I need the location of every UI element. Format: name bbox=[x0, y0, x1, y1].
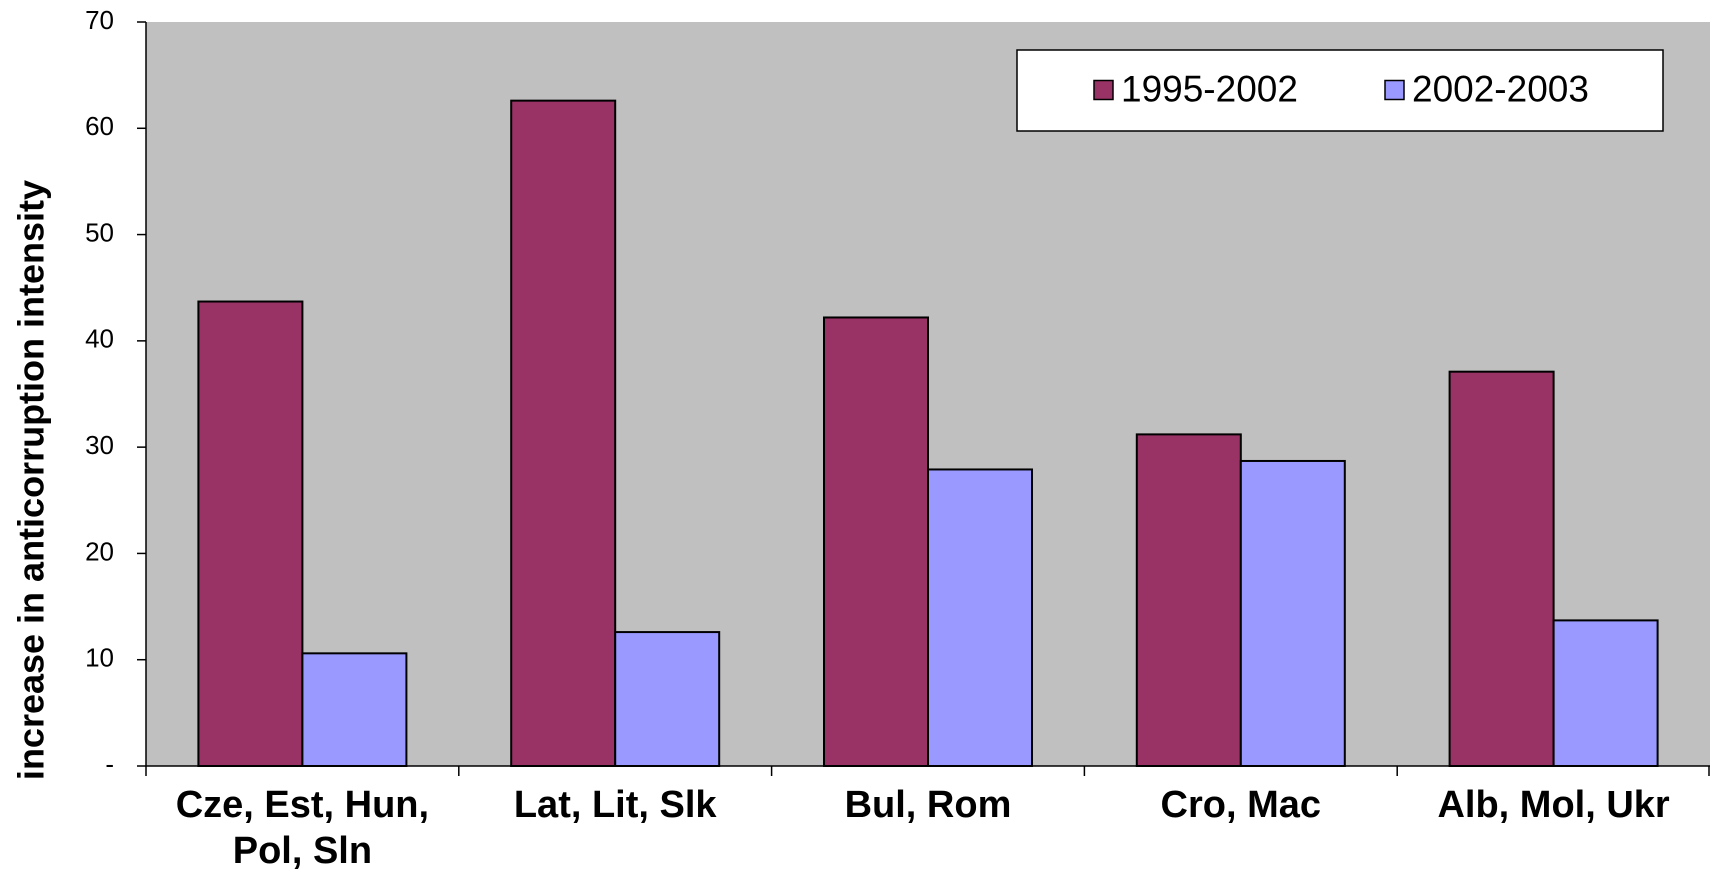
legend-swatch bbox=[1384, 79, 1405, 101]
bar bbox=[1448, 370, 1555, 767]
bar bbox=[823, 316, 929, 767]
bar bbox=[1552, 619, 1659, 767]
x-tick-label: Cro, Mac bbox=[1160, 784, 1322, 826]
y-tick-label: 10 bbox=[85, 643, 114, 673]
bar bbox=[927, 468, 1033, 767]
y-tick-label: 50 bbox=[85, 217, 114, 247]
bar bbox=[301, 652, 408, 768]
y-tick-label: 20 bbox=[85, 536, 114, 566]
y-axis-title: increase in anticorruption intensity bbox=[11, 180, 52, 780]
x-tick-label: Bul, Rom bbox=[844, 784, 1012, 826]
bar bbox=[1239, 459, 1346, 767]
y-tick-label: 30 bbox=[85, 430, 114, 460]
x-tick-label: Lat, Lit, Slk bbox=[513, 784, 717, 826]
bar bbox=[1135, 433, 1242, 767]
bar bbox=[614, 631, 721, 768]
legend-label: 2002-2003 bbox=[1412, 68, 1589, 109]
legend-label: 1995-2002 bbox=[1121, 68, 1298, 109]
y-tick-label: 70 bbox=[85, 5, 114, 35]
y-tick-label: 40 bbox=[85, 324, 114, 354]
legend bbox=[1016, 49, 1664, 132]
x-tick-label: Alb, Mol, Ukr bbox=[1437, 784, 1670, 826]
bar bbox=[197, 300, 304, 767]
legend-swatch bbox=[1093, 79, 1114, 101]
x-tick-label: Cze, Est, Hun, Pol, Sln bbox=[175, 784, 430, 872]
y-tick-label: 60 bbox=[85, 111, 114, 141]
y-tick-label: - bbox=[105, 749, 114, 779]
bar bbox=[510, 99, 617, 767]
